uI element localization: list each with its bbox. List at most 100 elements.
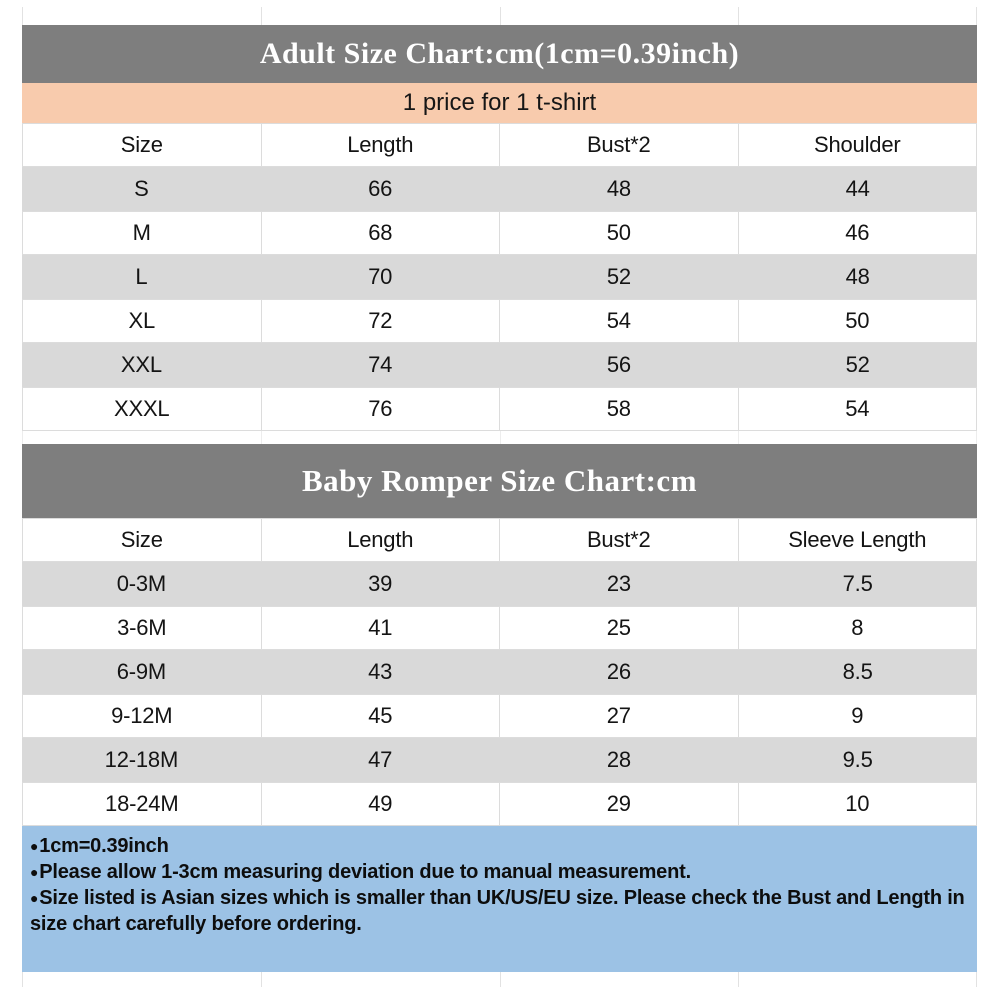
- gridline-stub: [976, 972, 977, 987]
- gridline-stub: [500, 7, 501, 25]
- gridline-stub: [738, 431, 739, 444]
- table-cell: 0-3M: [116, 571, 167, 596]
- column-header: Shoulder: [737, 124, 977, 166]
- table-row: 0-3M 39 23 7.5: [22, 562, 977, 606]
- table-cell: 25: [499, 607, 738, 649]
- table-cell: 58: [499, 388, 738, 430]
- table-cell: XXXL: [22, 388, 261, 430]
- note-line: ●Please allow 1-3cm measuring deviation …: [30, 859, 967, 885]
- gridline-stub: [976, 431, 977, 444]
- table-cell: 9-12M: [22, 695, 261, 737]
- table-cell: L: [135, 264, 148, 289]
- table-row: 9-12M 45 27 9: [22, 694, 977, 738]
- table-cell: 49: [260, 783, 500, 825]
- column-header: Size: [22, 519, 261, 561]
- bullet-icon: ●: [30, 838, 39, 854]
- table-cell: S: [134, 176, 149, 201]
- baby-size-table: Size Length Bust*2 Sleeve Length 0-3M 39…: [22, 518, 977, 826]
- note-text: Size listed is Asian sizes which is smal…: [30, 887, 965, 935]
- bottom-margin: [22, 972, 977, 1000]
- gridline-stub: [976, 7, 977, 25]
- top-margin: [22, 0, 977, 25]
- table-cell: 7.5: [842, 571, 873, 596]
- measurement-notes-panel: ●1cm=0.39inch ●Please allow 1-3cm measur…: [22, 826, 977, 972]
- table-row: XL 72 54 50: [22, 299, 977, 343]
- table-cell: 56: [606, 352, 631, 377]
- table-cell: 76: [260, 388, 500, 430]
- gridline-stub: [500, 431, 501, 444]
- table-cell: 54: [499, 300, 738, 342]
- note-text: Please allow 1-3cm measuring deviation d…: [39, 861, 691, 883]
- price-note-banner: 1 price for 1 t-shirt: [22, 83, 977, 123]
- section-gap: [22, 431, 977, 444]
- table-cell: 74: [368, 352, 393, 377]
- table-cell: 45: [260, 695, 500, 737]
- column-header: Bust*2: [499, 124, 738, 166]
- table-row: 3-6M 41 25 8: [22, 606, 977, 650]
- table-cell: 70: [368, 264, 393, 289]
- table-cell: 6-9M: [116, 659, 167, 684]
- table-cell: 54: [737, 388, 977, 430]
- table-cell: 50: [499, 212, 738, 254]
- table-cell: 47: [368, 747, 393, 772]
- table-cell: 27: [499, 695, 738, 737]
- gridline-stub: [261, 431, 262, 444]
- column-header: Bust*2: [499, 519, 738, 561]
- bullet-icon: ●: [30, 890, 39, 906]
- table-cell: 52: [845, 352, 870, 377]
- table-cell: 29: [499, 783, 738, 825]
- table-cell: 66: [368, 176, 393, 201]
- table-cell: 12-18M: [104, 747, 179, 772]
- gridline-stub: [261, 972, 262, 987]
- gridline-stub: [22, 431, 23, 444]
- table-cell: XXL: [120, 352, 162, 377]
- gridline-stub: [22, 7, 23, 25]
- table-header-row: Size Length Bust*2 Shoulder: [22, 123, 977, 167]
- chart-content: Adult Size Chart:cm(1cm=0.39inch) 1 pric…: [22, 0, 977, 1000]
- gridline-stub: [738, 972, 739, 987]
- table-cell: 8.5: [842, 659, 873, 684]
- table-cell: 48: [606, 176, 631, 201]
- table-cell: XL: [22, 300, 261, 342]
- adult-size-chart-title: Adult Size Chart:cm(1cm=0.39inch): [22, 25, 977, 83]
- table-row: 6-9M 43 26 8.5: [22, 650, 977, 694]
- table-row: M 68 50 46: [22, 211, 977, 255]
- table-cell: 28: [606, 747, 631, 772]
- column-header: Sleeve Length: [737, 519, 977, 561]
- table-cell: 72: [260, 300, 500, 342]
- table-cell: 9.5: [842, 747, 873, 772]
- adult-size-table: Size Length Bust*2 Shoulder S 66 48 44 M…: [22, 123, 977, 431]
- table-cell: 43: [368, 659, 393, 684]
- note-text: 1cm=0.39inch: [39, 835, 169, 857]
- column-header: Size: [22, 124, 261, 166]
- gridline-stub: [22, 972, 23, 987]
- table-row: XXL 74 56 52: [22, 343, 977, 387]
- table-cell: 44: [845, 176, 870, 201]
- baby-romper-chart-title: Baby Romper Size Chart:cm: [22, 444, 977, 518]
- table-cell: 39: [368, 571, 393, 596]
- column-header: Length: [260, 519, 500, 561]
- table-cell: 46: [737, 212, 977, 254]
- table-row: XXXL 76 58 54: [22, 387, 977, 431]
- gridline-stub: [261, 7, 262, 25]
- table-cell: 10: [737, 783, 977, 825]
- table-cell: 3-6M: [22, 607, 261, 649]
- table-row: 12-18M 47 28 9.5: [22, 738, 977, 782]
- table-row: 18-24M 49 29 10: [22, 782, 977, 826]
- table-cell: 52: [606, 264, 631, 289]
- table-cell: M: [22, 212, 261, 254]
- table-header-row: Size Length Bust*2 Sleeve Length: [22, 518, 977, 562]
- table-cell: 23: [606, 571, 631, 596]
- table-cell: 26: [606, 659, 631, 684]
- table-row: L 70 52 48: [22, 255, 977, 299]
- column-header: Length: [260, 124, 500, 166]
- gridline-stub: [738, 7, 739, 25]
- table-cell: 9: [737, 695, 977, 737]
- bullet-icon: ●: [30, 864, 39, 880]
- table-cell: 8: [737, 607, 977, 649]
- table-cell: 18-24M: [22, 783, 261, 825]
- table-cell: 41: [260, 607, 500, 649]
- note-line: ●Size listed is Asian sizes which is sma…: [30, 885, 967, 937]
- note-line: ●1cm=0.39inch: [30, 833, 967, 859]
